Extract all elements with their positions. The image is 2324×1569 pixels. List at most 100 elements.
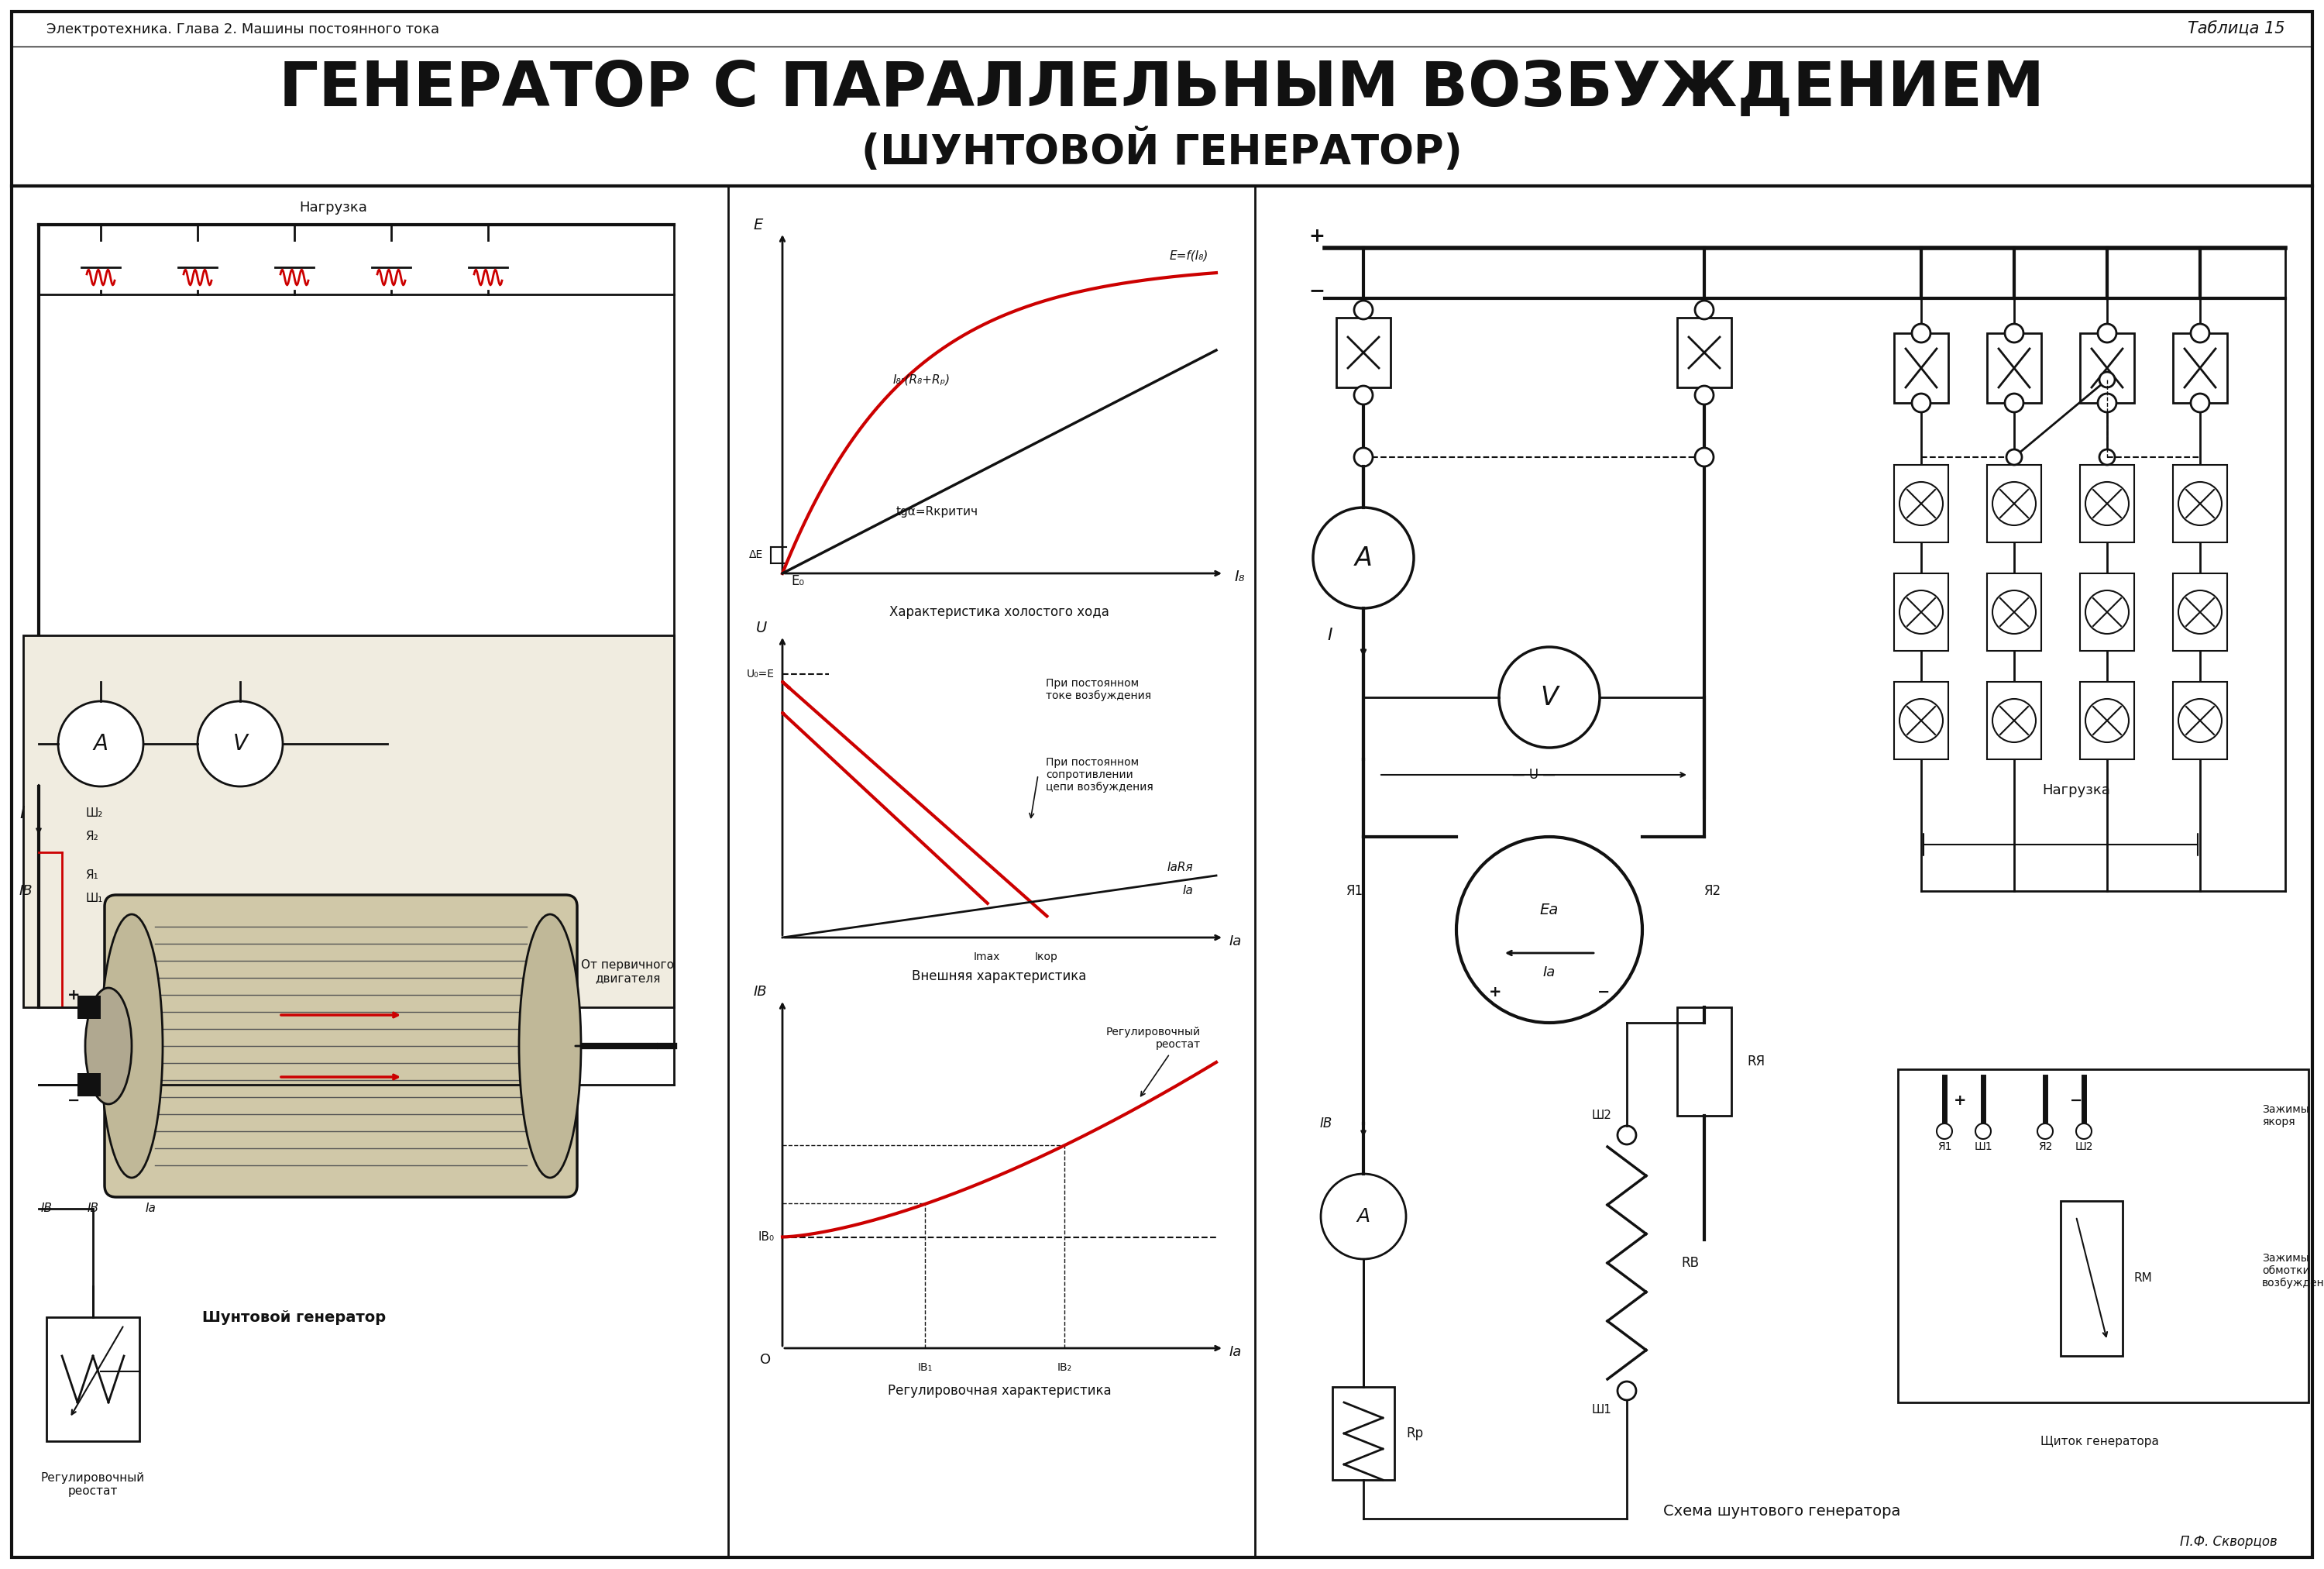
Text: RМ: RМ	[2133, 1272, 2152, 1285]
Circle shape	[1457, 836, 1643, 1023]
Circle shape	[1618, 1127, 1636, 1144]
Circle shape	[1913, 323, 1931, 342]
Text: RВ: RВ	[1680, 1255, 1699, 1269]
Circle shape	[1975, 1123, 1992, 1139]
Text: IВ: IВ	[40, 1203, 51, 1214]
Bar	[1894, 464, 1948, 543]
Circle shape	[1355, 301, 1373, 319]
Text: −: −	[67, 1094, 79, 1108]
Bar	[2080, 683, 2133, 759]
Text: При постоянном
токе возбуждения: При постоянном токе возбуждения	[1046, 678, 1150, 701]
Circle shape	[2099, 449, 2115, 464]
Circle shape	[58, 701, 144, 786]
Text: Imax: Imax	[974, 951, 999, 962]
Text: Щиток генератора: Щиток генератора	[2040, 1436, 2159, 1447]
Text: IВ₂: IВ₂	[1057, 1362, 1071, 1373]
Text: +: +	[1308, 228, 1325, 246]
Circle shape	[1355, 447, 1373, 466]
Circle shape	[1320, 1174, 1406, 1258]
Bar	[2173, 573, 2226, 651]
Text: Регулировочная характеристика: Регулировочная характеристика	[888, 1384, 1111, 1398]
Circle shape	[2006, 323, 2024, 342]
Text: Ш1: Ш1	[1592, 1404, 1611, 1415]
Circle shape	[1899, 590, 1943, 634]
Text: U₀=E: U₀=E	[746, 668, 774, 679]
Bar	[1332, 1387, 1394, 1480]
Text: Внешняя характеристика: Внешняя характеристика	[911, 970, 1088, 984]
Text: A: A	[93, 733, 107, 755]
Circle shape	[1499, 646, 1599, 748]
Text: Я1: Я1	[1346, 883, 1364, 897]
Text: +: +	[67, 988, 79, 1003]
Text: O: O	[760, 1352, 772, 1367]
Text: Нагрузка: Нагрузка	[300, 201, 367, 215]
Bar	[1894, 333, 1948, 403]
Bar	[2173, 464, 2226, 543]
Circle shape	[1313, 507, 1413, 609]
Text: IВ₀: IВ₀	[758, 1232, 774, 1243]
Text: От первичного
двигателя: От первичного двигателя	[581, 959, 674, 984]
Text: +: +	[1490, 984, 1501, 999]
Text: Электротехника. Глава 2. Машины постоянного тока: Электротехника. Глава 2. Машины постоянн…	[46, 22, 439, 36]
Circle shape	[1899, 698, 1943, 742]
Text: RЯ: RЯ	[1748, 1054, 1764, 1068]
Circle shape	[1355, 386, 1373, 405]
Bar	[1987, 333, 2040, 403]
Text: −: −	[1597, 984, 1611, 999]
Circle shape	[2085, 590, 2129, 634]
Circle shape	[1992, 698, 2036, 742]
Bar	[2080, 464, 2133, 543]
Circle shape	[1913, 394, 1931, 413]
Bar	[1894, 573, 1948, 651]
Text: Я2: Я2	[2038, 1141, 2052, 1152]
Circle shape	[1899, 482, 1943, 526]
Text: — U —: — U —	[1513, 767, 1555, 781]
Text: V: V	[232, 733, 246, 755]
Bar	[1987, 464, 2040, 543]
Text: Нагрузка: Нагрузка	[2043, 783, 2110, 797]
Bar	[1678, 317, 1731, 388]
Circle shape	[2178, 698, 2222, 742]
Circle shape	[2178, 590, 2222, 634]
Text: Rр: Rр	[1406, 1426, 1422, 1440]
Circle shape	[1618, 1381, 1636, 1400]
Circle shape	[1992, 482, 2036, 526]
Text: (ШУНТОВОЙ ГЕНЕРАТОР): (ШУНТОВОЙ ГЕНЕРАТОР)	[862, 129, 1462, 173]
Text: Я₁: Я₁	[86, 869, 98, 882]
Text: E: E	[753, 218, 762, 232]
Text: ΔE: ΔE	[748, 549, 762, 560]
Text: Характеристика холостого хода: Характеристика холостого хода	[890, 606, 1109, 620]
Text: I: I	[1327, 628, 1332, 643]
Text: U: U	[755, 620, 767, 635]
Bar	[1987, 683, 2040, 759]
Circle shape	[1936, 1123, 1952, 1139]
Text: Регулировочный
реостат: Регулировочный реостат	[42, 1472, 144, 1497]
FancyBboxPatch shape	[105, 894, 576, 1197]
Text: Я2: Я2	[1703, 883, 1722, 897]
Text: I: I	[19, 806, 26, 821]
Bar	[23, 635, 674, 1007]
Ellipse shape	[518, 915, 581, 1178]
Text: −: −	[2071, 1094, 2082, 1108]
Text: I₈: I₈	[1234, 570, 1246, 585]
Circle shape	[1694, 386, 1713, 405]
Text: tgα=Rкритич: tgα=Rкритич	[897, 505, 978, 518]
Ellipse shape	[86, 988, 132, 1105]
Circle shape	[2085, 698, 2129, 742]
Circle shape	[1694, 301, 1713, 319]
Bar	[77, 1073, 100, 1097]
Circle shape	[2099, 394, 2117, 413]
Text: E=f(I₈): E=f(I₈)	[1169, 249, 1208, 262]
Text: Iа: Iа	[1229, 1345, 1241, 1359]
Circle shape	[2038, 1123, 2052, 1139]
Text: +: +	[1954, 1094, 1966, 1108]
Circle shape	[2192, 394, 2210, 413]
Bar	[1336, 317, 1390, 388]
Text: При постоянном
сопротивлении
цепи возбуждения: При постоянном сопротивлении цепи возбуж…	[1046, 756, 1153, 792]
Text: Iа: Iа	[1543, 965, 1555, 979]
Bar	[77, 996, 100, 1018]
Text: Iа: Iа	[1183, 885, 1192, 897]
Text: Ш₂: Ш₂	[86, 808, 102, 819]
Text: Шунтовой генератор: Шунтовой генератор	[202, 1310, 386, 1324]
Text: IВ: IВ	[1320, 1117, 1332, 1130]
